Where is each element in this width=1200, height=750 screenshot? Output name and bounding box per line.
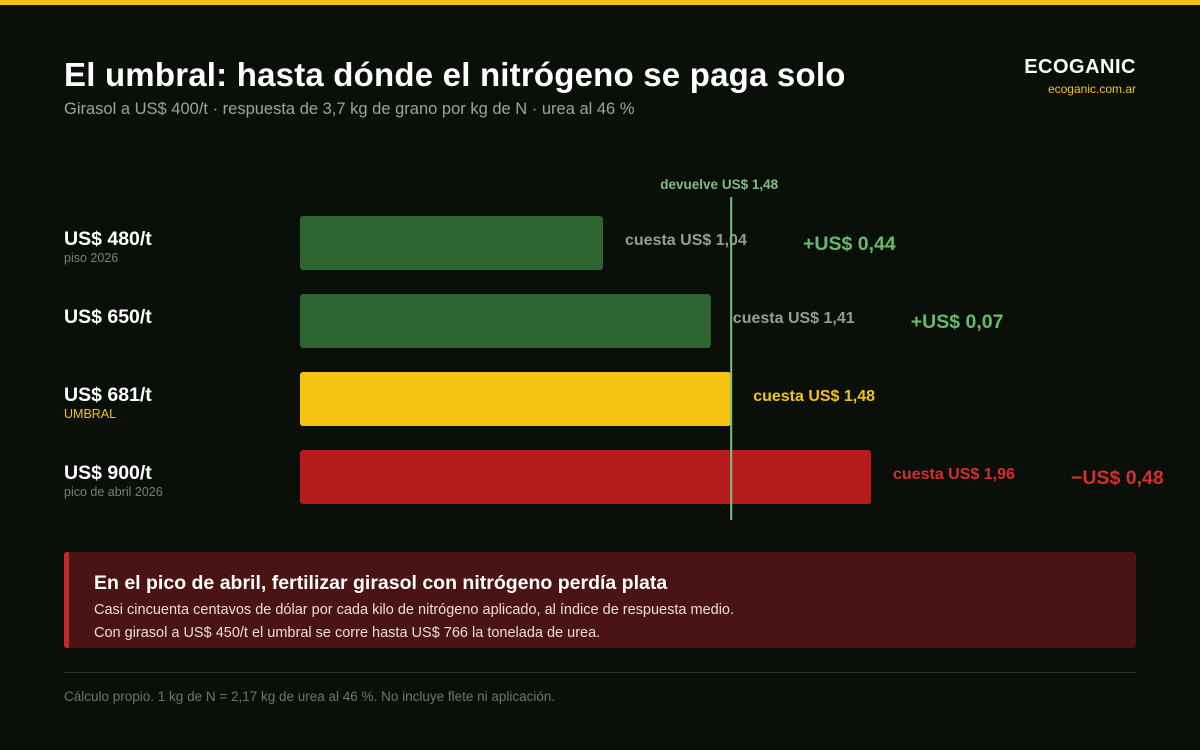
category-label: US$ 900/t [64,462,152,484]
category-label: US$ 480/t [64,228,152,250]
top-accent-bar [0,0,1200,5]
category-label: US$ 681/t [64,384,152,406]
page-title: El umbral: hasta dónde el nitrógeno se p… [64,56,846,93]
margin-label: −US$ 0,48 [1071,467,1164,489]
bar-1 [300,216,604,270]
bar-4 [300,450,872,504]
page-subtitle: Girasol a US$ 400/t · respuesta de 3,7 k… [64,100,635,118]
cost-label: cuesta US$ 1,04 [625,232,747,249]
category-sublabel: UMBRAL [64,407,116,421]
conclusion-callout: En el pico de abril, fertilizar girasol … [64,552,1136,648]
bar-2 [300,294,711,348]
cost-label: cuesta US$ 1,96 [893,466,1015,483]
footnote: Cálculo propio. 1 kg de N = 2,17 kg de u… [64,689,556,704]
margin-label: +US$ 0,44 [803,233,896,255]
brand: ECOGANIC ecoganic.com.ar [1024,56,1136,96]
category-sublabel: piso 2026 [64,251,118,265]
margin-label: +US$ 0,07 [911,311,1004,333]
footer-divider [64,672,1136,673]
brand-url: ecoganic.com.ar [1047,82,1136,96]
category-sublabel: pico de abril 2026 [64,485,163,499]
cost-label: cuesta US$ 1,41 [733,310,855,327]
callout-title: En el pico de abril, fertilizar girasol … [94,572,668,594]
brand-logo: ECOGANIC [1024,56,1136,78]
callout-line-1: Casi cincuenta centavos de dólar por cad… [94,602,735,618]
bar-3 [300,372,732,426]
reference-label: devuelve US$ 1,48 [660,177,778,192]
callout-accent-bar [64,552,69,648]
cost-label: cuesta US$ 1,48 [753,388,875,405]
callout-line-2: Con girasol a US$ 450/t el umbral se cor… [94,625,601,641]
category-label: US$ 650/t [64,306,152,328]
